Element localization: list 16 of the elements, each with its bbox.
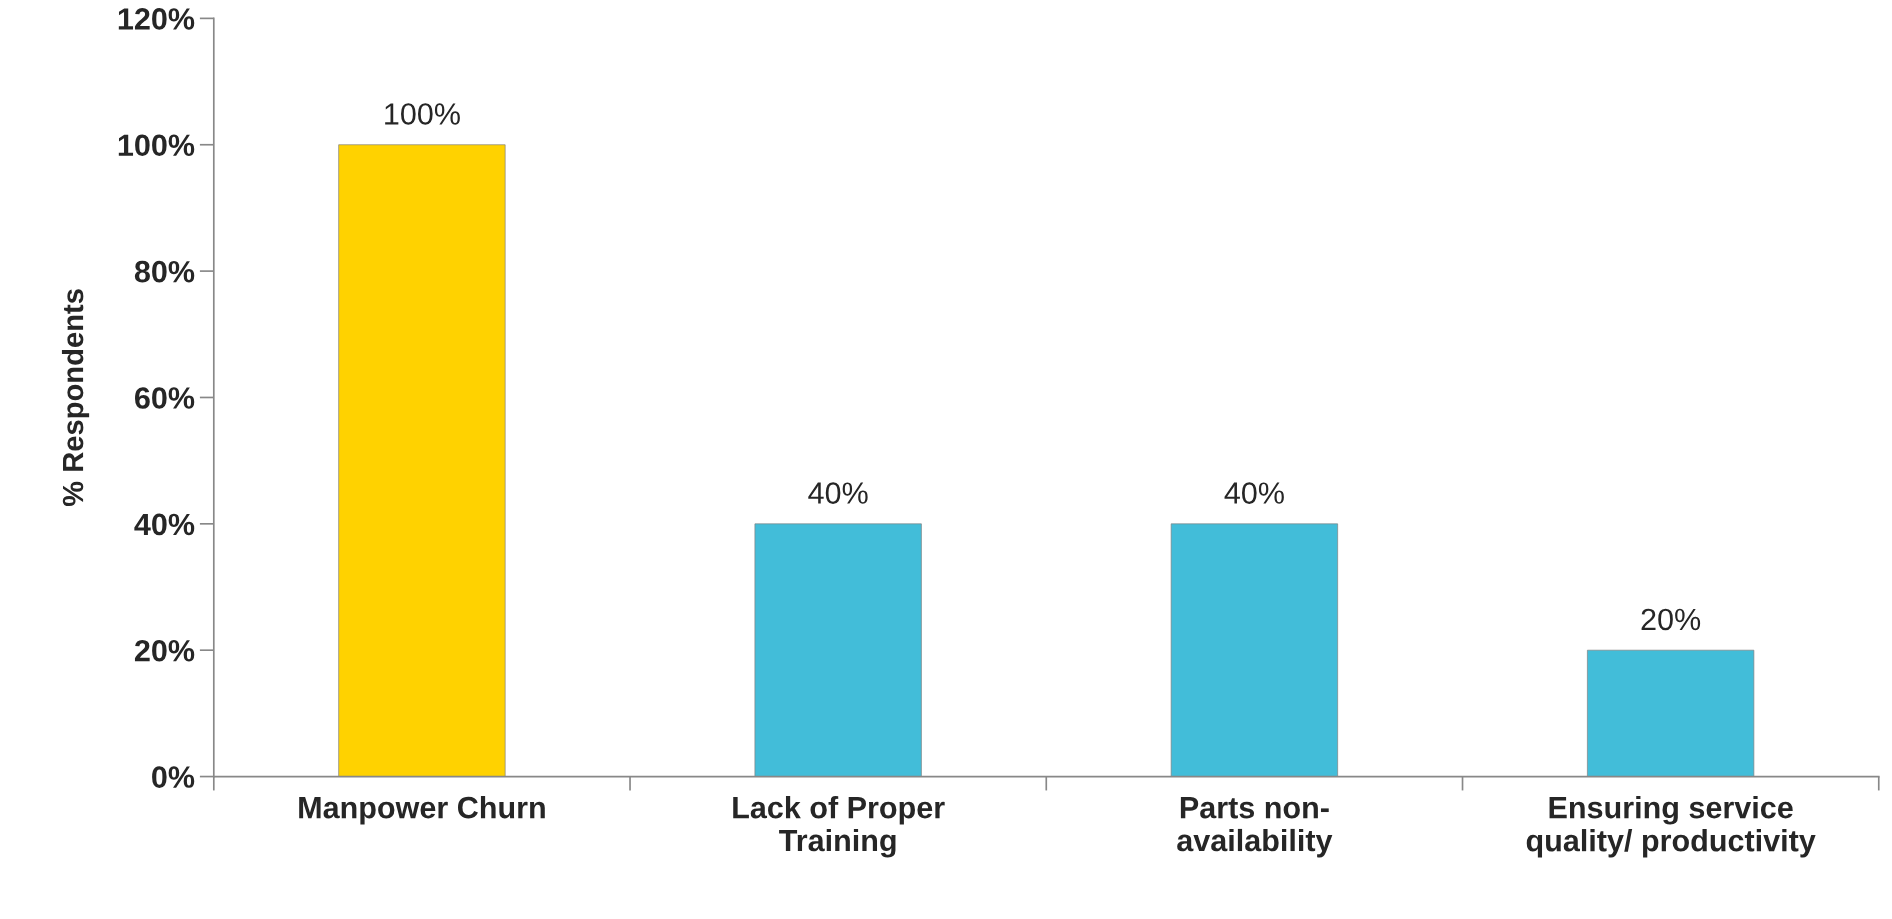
y-axis-title: % Respondents [61, 289, 90, 507]
data-label: 100% [385, 103, 460, 125]
x-tick-label: Lack of Proper Training [733, 796, 945, 858]
y-tick-label: 100% [118, 134, 195, 157]
x-tick-label: Parts non- availability [1177, 797, 1333, 858]
y-tick-label: 120% [118, 8, 195, 30]
y-tick-label: 60% [135, 387, 195, 409]
data-label: 40% [1224, 482, 1284, 504]
data-label: 20% [1641, 608, 1701, 631]
data-label: 40% [808, 482, 868, 504]
x-tick-label: Manpower Churn [299, 796, 545, 825]
y-tick-label: 80% [134, 260, 195, 283]
x-tick-label: Ensuring service quality/ productivity [1526, 796, 1816, 858]
y-tick-label: 0% [152, 766, 195, 788]
y-tick-label: 40% [134, 513, 195, 536]
y-tick-label: 20% [134, 639, 195, 662]
